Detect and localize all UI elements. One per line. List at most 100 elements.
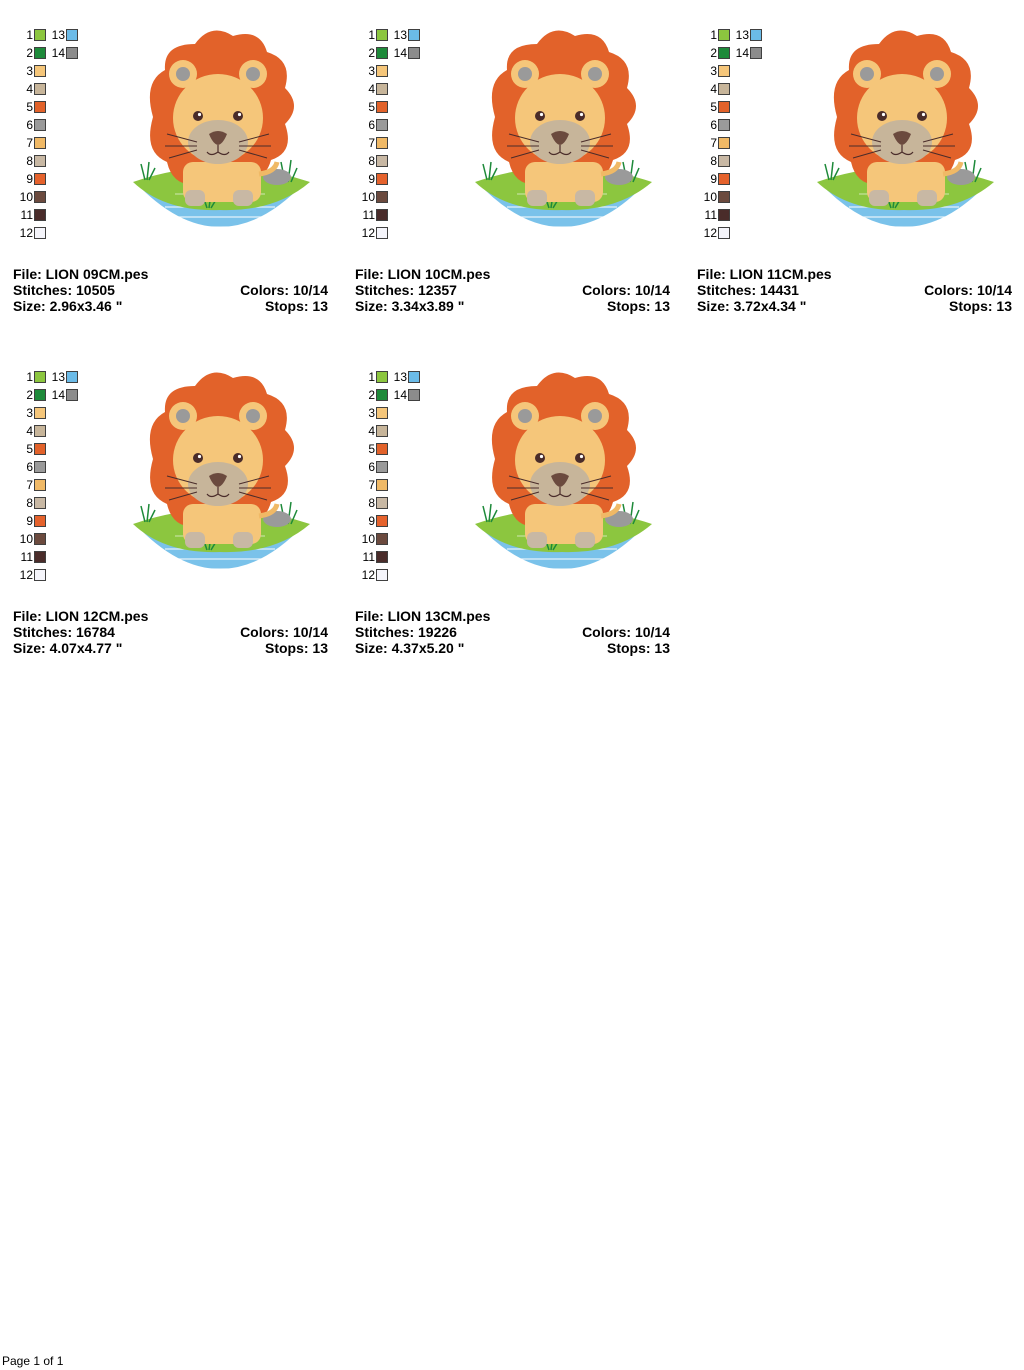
stitch-count: Stitches: 10505 bbox=[13, 282, 115, 298]
swatch-number: 14 bbox=[393, 46, 407, 60]
color-swatch bbox=[34, 155, 46, 167]
color-swatch bbox=[376, 425, 388, 437]
swatch-number: 9 bbox=[710, 172, 717, 186]
swatch-row: 5 bbox=[13, 100, 46, 114]
color-swatch bbox=[376, 83, 388, 95]
swatch-number: 4 bbox=[368, 424, 375, 438]
swatch-number: 1 bbox=[26, 370, 33, 384]
file-name: File: LION 09CM.pes bbox=[13, 266, 149, 282]
swatch-row: 1 13 bbox=[355, 370, 420, 384]
swatch-number: 1 bbox=[26, 28, 33, 42]
swatch-number: 13 bbox=[735, 28, 749, 42]
front-paw-left bbox=[185, 532, 205, 548]
page-footer: Page 1 of 1 bbox=[2, 1354, 64, 1368]
stop-count: Stops: 13 bbox=[948, 298, 1012, 314]
color-swatch-list: 1 13 2 14 3 bbox=[13, 370, 83, 590]
swatch-row: 12 bbox=[355, 568, 388, 582]
color-swatch bbox=[376, 371, 388, 383]
swatch-number: 13 bbox=[51, 28, 65, 42]
swatch-row: 4 bbox=[13, 424, 46, 438]
design-preview bbox=[125, 22, 315, 248]
swatch-number: 5 bbox=[368, 442, 375, 456]
color-swatch bbox=[376, 101, 388, 113]
design-info: File: LION 10CM.pes Stitches: 12357 Colo… bbox=[355, 266, 670, 314]
design-card: 1 13 2 14 3 bbox=[13, 370, 343, 660]
swatch-number: 3 bbox=[26, 406, 33, 420]
swatch-number: 4 bbox=[26, 424, 33, 438]
stitch-count: Stitches: 16784 bbox=[13, 624, 115, 640]
swatch-row: 7 bbox=[355, 478, 388, 492]
swatch-row: 11 bbox=[13, 550, 46, 564]
swatch-row: 11 bbox=[697, 208, 730, 222]
swatch-number: 7 bbox=[26, 478, 33, 492]
nose-shape bbox=[893, 131, 911, 145]
swatch-row: 10 bbox=[697, 190, 730, 204]
color-swatch bbox=[376, 443, 388, 455]
swatch-number: 14 bbox=[735, 46, 749, 60]
swatch-number: 4 bbox=[26, 82, 33, 96]
color-swatch bbox=[34, 389, 46, 401]
color-swatch bbox=[34, 191, 46, 203]
swatch-number: 1 bbox=[368, 28, 375, 42]
swatch-row: 8 bbox=[13, 496, 46, 510]
swatch-row: 1 13 bbox=[355, 28, 420, 42]
swatch-number: 3 bbox=[710, 64, 717, 78]
swatch-number: 4 bbox=[368, 82, 375, 96]
color-swatch bbox=[376, 461, 388, 473]
design-card: 1 13 2 14 3 bbox=[355, 28, 685, 318]
color-swatch bbox=[66, 47, 78, 59]
swatch-row: 10 bbox=[13, 532, 46, 546]
swatch-number: 1 bbox=[710, 28, 717, 42]
whiskers bbox=[507, 133, 613, 159]
swatch-number: 11 bbox=[704, 208, 717, 222]
swatch-row: 3 bbox=[355, 64, 388, 78]
swatch-number: 11 bbox=[20, 550, 33, 564]
swatch-row: 7 bbox=[13, 136, 46, 150]
color-swatch bbox=[408, 389, 420, 401]
lion-embroidery-image bbox=[475, 30, 652, 228]
color-swatch bbox=[34, 371, 46, 383]
color-swatch bbox=[718, 119, 730, 131]
swatch-row: 4 bbox=[697, 82, 730, 96]
design-size: Size: 4.07x4.77 " bbox=[13, 640, 123, 656]
swatch-number: 11 bbox=[362, 208, 375, 222]
swatch-number: 10 bbox=[19, 190, 33, 204]
swatch-number: 5 bbox=[26, 100, 33, 114]
color-swatch bbox=[718, 137, 730, 149]
swatch-row: 1 13 bbox=[13, 28, 78, 42]
color-swatch bbox=[718, 209, 730, 221]
front-paw-right bbox=[233, 532, 253, 548]
stitch-count: Stitches: 19226 bbox=[355, 624, 457, 640]
swatch-row: 6 bbox=[355, 118, 388, 132]
design-preview bbox=[467, 22, 657, 248]
color-count: Colors: 10/14 bbox=[924, 282, 1012, 298]
design-size: Size: 2.96x3.46 " bbox=[13, 298, 123, 314]
swatch-row: 3 bbox=[13, 406, 46, 420]
swatch-row: 10 bbox=[355, 190, 388, 204]
color-swatch bbox=[376, 533, 388, 545]
swatch-number: 8 bbox=[26, 154, 33, 168]
swatch-number: 8 bbox=[368, 154, 375, 168]
file-name: File: LION 13CM.pes bbox=[355, 608, 491, 624]
stop-count: Stops: 13 bbox=[606, 640, 670, 656]
swatch-number: 3 bbox=[368, 406, 375, 420]
color-swatch-list: 1 13 2 14 3 bbox=[697, 28, 767, 248]
swatch-number: 13 bbox=[393, 370, 407, 384]
color-swatch bbox=[718, 29, 730, 41]
swatch-number: 2 bbox=[26, 388, 33, 402]
swatch-row: 2 14 bbox=[13, 46, 78, 60]
swatch-row: 12 bbox=[697, 226, 730, 240]
color-swatch-list: 1 13 2 14 3 bbox=[13, 28, 83, 248]
swatch-row: 5 bbox=[697, 100, 730, 114]
swatch-row: 4 bbox=[355, 424, 388, 438]
color-swatch bbox=[718, 155, 730, 167]
color-swatch bbox=[376, 209, 388, 221]
color-swatch bbox=[376, 65, 388, 77]
swatch-row: 11 bbox=[13, 208, 46, 222]
swatch-number: 12 bbox=[19, 568, 33, 582]
color-swatch bbox=[376, 551, 388, 563]
swatch-row: 6 bbox=[355, 460, 388, 474]
color-swatch bbox=[376, 227, 388, 239]
stop-count: Stops: 13 bbox=[606, 298, 670, 314]
swatch-row: 5 bbox=[355, 442, 388, 456]
